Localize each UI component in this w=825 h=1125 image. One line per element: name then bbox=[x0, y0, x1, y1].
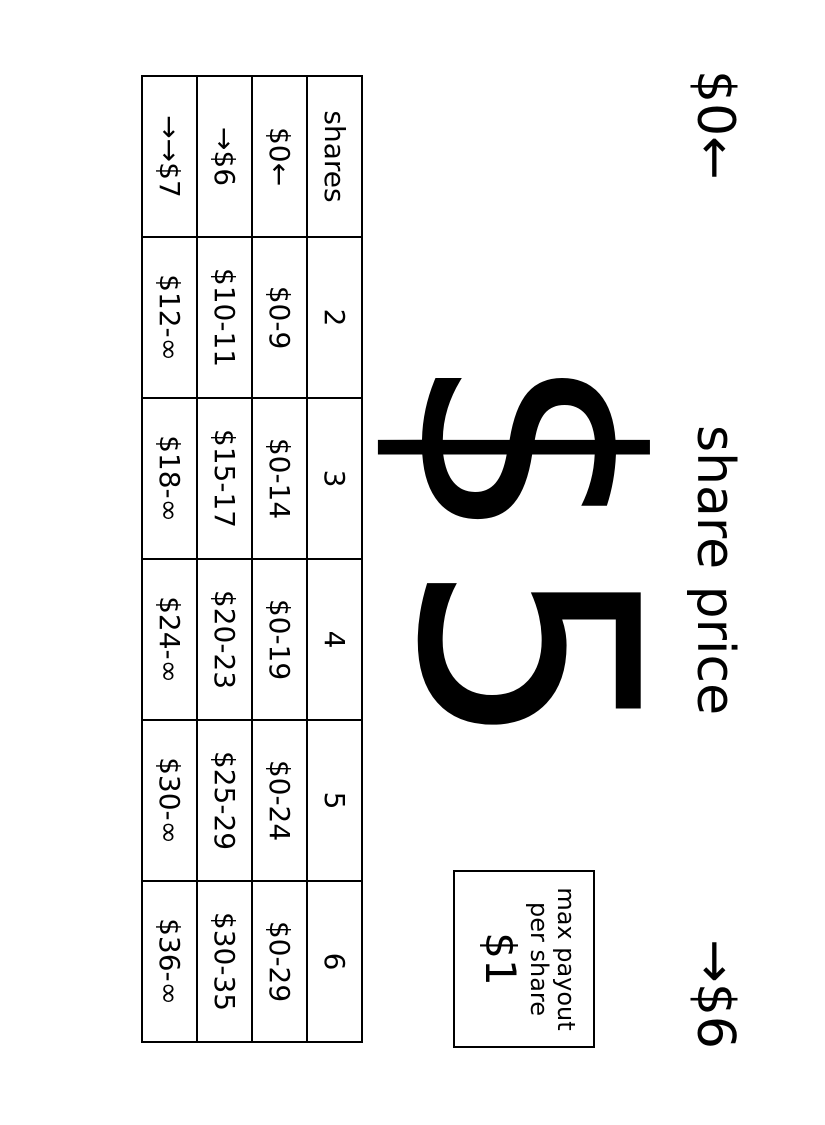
max-payout-label-line2: per share bbox=[525, 901, 553, 1017]
table-header-cell: 4 bbox=[307, 559, 362, 720]
table-row-label: →→$7 bbox=[142, 76, 197, 237]
table-cell: $0-24 bbox=[252, 720, 307, 881]
table-header-cell: 6 bbox=[307, 881, 362, 1042]
max-payout-label-line1: max payout bbox=[552, 887, 580, 1031]
table-cell: $18-∞ bbox=[142, 398, 197, 559]
share-price-value: $5 bbox=[351, 353, 700, 767]
table-cell: $24-∞ bbox=[142, 559, 197, 720]
table-header-cell: 3 bbox=[307, 398, 362, 559]
table-cell: $0-19 bbox=[252, 559, 307, 720]
table-cell: $0-9 bbox=[252, 237, 307, 398]
table-cell: $0-29 bbox=[252, 881, 307, 1042]
table-cell: $30-∞ bbox=[142, 720, 197, 881]
table-cell: $0-14 bbox=[252, 398, 307, 559]
table-cell: $15-17 bbox=[197, 398, 252, 559]
table-row: →→$7 $12-∞ $18-∞ $24-∞ $30-∞ $36-∞ bbox=[142, 76, 197, 1042]
table-header-row: shares 2 3 4 5 6 bbox=[307, 76, 362, 1042]
table-header-cell: 2 bbox=[307, 237, 362, 398]
table-cell: $10-11 bbox=[197, 237, 252, 398]
max-payout-value: $1 bbox=[476, 932, 525, 986]
table-cell: $20-23 bbox=[197, 559, 252, 720]
table-cell: $25-29 bbox=[197, 720, 252, 881]
table-row: $0← $0-9 $0-14 $0-19 $0-24 $0-29 bbox=[252, 76, 307, 1042]
table-row-label: $0← bbox=[252, 76, 307, 237]
table-cell: $36-∞ bbox=[142, 881, 197, 1042]
table-row: →$6 $10-11 $15-17 $20-23 $25-29 $30-35 bbox=[197, 76, 252, 1042]
table-header-cell: 5 bbox=[307, 720, 362, 881]
table-cell: $12-∞ bbox=[142, 237, 197, 398]
table-header-cell: shares bbox=[307, 76, 362, 237]
table-cell: $30-35 bbox=[197, 881, 252, 1042]
nav-down-label: $0← bbox=[685, 70, 745, 180]
nav-up-label: →$6 bbox=[685, 939, 745, 1049]
table-row-label: →$6 bbox=[197, 76, 252, 237]
max-payout-box: max payout per share $1 bbox=[453, 870, 595, 1048]
payout-table: shares 2 3 4 5 6 $0← $0-9 $0-14 $0-19 $0… bbox=[141, 75, 363, 1043]
